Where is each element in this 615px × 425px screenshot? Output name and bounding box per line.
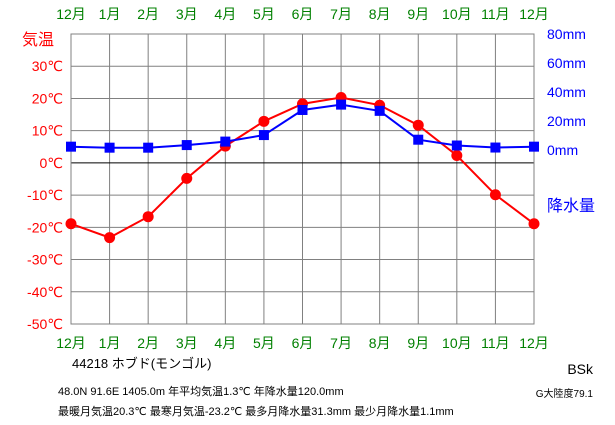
month-label-bottom: 12月 bbox=[56, 335, 86, 351]
temperature-tick-label: -50℃ bbox=[27, 316, 63, 332]
temperature-point bbox=[142, 211, 154, 223]
temperature-tick-label: -40℃ bbox=[27, 284, 63, 300]
location-summary: 48.0N 91.6E 1405.0m 年平均気温1.3℃ 年降水量120.0m… bbox=[58, 386, 344, 398]
precipitation-point bbox=[374, 105, 385, 116]
temperature-tick-label: 20℃ bbox=[32, 90, 63, 106]
month-label-top: 1月 bbox=[99, 6, 121, 22]
temperature-point bbox=[104, 232, 116, 244]
temperature-point bbox=[412, 119, 424, 131]
month-label-top: 3月 bbox=[176, 6, 198, 22]
month-label-top: 11月 bbox=[481, 6, 510, 22]
temperature-tick-label: -30℃ bbox=[27, 252, 63, 268]
precipitation-point bbox=[490, 142, 501, 153]
precipitation-point bbox=[143, 142, 154, 153]
precipitation-point bbox=[181, 140, 192, 151]
continentality-index: G大陸度79.1 bbox=[535, 389, 593, 400]
plot-border bbox=[70, 33, 535, 325]
month-label-top: 7月 bbox=[330, 6, 352, 22]
month-label-bottom: 2月 bbox=[137, 335, 159, 351]
month-label-bottom: 12月 bbox=[519, 335, 549, 351]
temperature-point bbox=[489, 189, 501, 201]
month-label-bottom: 5月 bbox=[253, 335, 275, 351]
temperature-tick-label: -10℃ bbox=[27, 187, 63, 203]
month-label-top: 10月 bbox=[442, 6, 472, 22]
precipitation-tick-label: 80mm bbox=[547, 26, 586, 42]
month-label-bottom: 8月 bbox=[369, 335, 391, 351]
climate-classification: BSk bbox=[567, 361, 593, 377]
temperature-axis-title: 気温 bbox=[22, 31, 54, 49]
precipitation-tick-label: 0mm bbox=[547, 142, 578, 158]
precipitation-point bbox=[220, 136, 231, 147]
precipitation-point bbox=[451, 140, 462, 151]
month-label-top: 4月 bbox=[214, 6, 236, 22]
data-series bbox=[65, 91, 540, 244]
station-name: 44218 ホブド(モンゴル) bbox=[72, 356, 212, 371]
precipitation-point bbox=[66, 141, 76, 152]
month-label-bottom: 6月 bbox=[292, 335, 314, 351]
precipitation-point bbox=[258, 130, 269, 141]
month-label-bottom: 4月 bbox=[214, 335, 236, 351]
month-label-bottom: 10月 bbox=[442, 335, 472, 351]
temperature-point bbox=[258, 115, 270, 127]
precipitation-point bbox=[297, 104, 308, 115]
temperature-point bbox=[528, 218, 540, 230]
extremes-summary: 最暖月気温20.3℃ 最寒月気温-23.2℃ 最多月降水量31.3mm 最少月降… bbox=[58, 406, 454, 418]
precipitation-axis-title: 降水量 bbox=[547, 197, 595, 215]
month-label-bottom: 11月 bbox=[481, 335, 510, 351]
month-label-bottom: 9月 bbox=[407, 335, 429, 351]
temperature-point bbox=[65, 218, 77, 230]
grid-lines bbox=[71, 34, 534, 324]
month-label-top: 9月 bbox=[407, 6, 429, 22]
month-label-top: 12月 bbox=[519, 6, 549, 22]
month-label-bottom: 7月 bbox=[330, 335, 352, 351]
temperature-tick-label: 0℃ bbox=[39, 155, 63, 171]
month-label-top: 8月 bbox=[369, 6, 391, 22]
temperature-point bbox=[451, 149, 463, 161]
temperature-tick-label: 30℃ bbox=[32, 58, 63, 74]
precipitation-point bbox=[529, 141, 539, 152]
month-label-top: 2月 bbox=[137, 6, 159, 22]
month-label-bottom: 3月 bbox=[176, 335, 198, 351]
plot-frame bbox=[70, 33, 535, 325]
precipitation-tick-label: 60mm bbox=[547, 55, 586, 71]
axis-labels: 12月 12月 1月 1月 2月 2月 3月 3月 4月 4月 5月 5月 6月 6月 7月 7月 8月 8月 9月… bbox=[22, 6, 595, 351]
temperature-tick-label: -20℃ bbox=[27, 219, 63, 235]
month-label-top: 12月 bbox=[56, 6, 86, 22]
month-label-top: 6月 bbox=[292, 6, 314, 22]
temperature-tick-label: 10℃ bbox=[32, 123, 63, 139]
precipitation-tick-label: 20mm bbox=[547, 113, 586, 129]
month-label-bottom: 1月 bbox=[99, 335, 121, 351]
precipitation-point bbox=[336, 99, 347, 110]
month-label-top: 5月 bbox=[253, 6, 275, 22]
precipitation-point bbox=[413, 134, 424, 145]
precipitation-tick-label: 40mm bbox=[547, 84, 586, 100]
precipitation-point bbox=[104, 142, 115, 153]
temperature-point bbox=[181, 172, 193, 184]
